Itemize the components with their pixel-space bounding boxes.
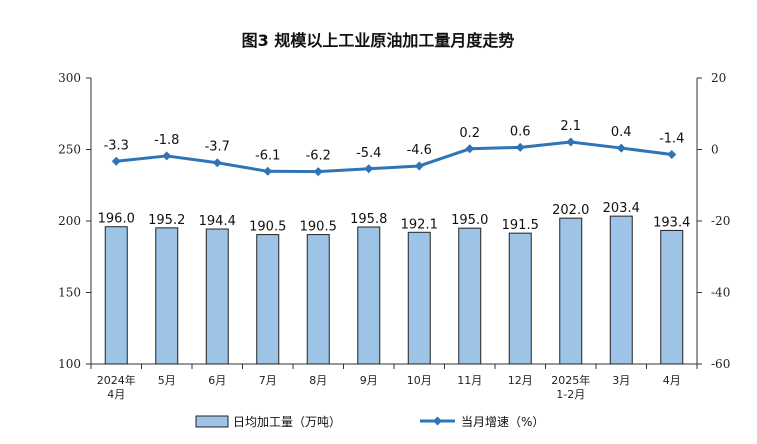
bar-data-label: 202.0 [552,203,589,218]
growth-line [116,140,672,174]
legend-bar-label: 日均加工量（万吨） [233,415,341,429]
x-tick-label: 3月 [612,374,630,387]
line-point [263,166,273,176]
y-left-tick-label: 300 [58,71,81,85]
line-data-label: 0.4 [611,125,632,140]
line-data-label: -6.1 [255,148,280,163]
bar [306,234,330,365]
x-tick-label: 8月 [309,374,327,387]
y-right-tick-label: 20 [711,71,726,85]
x-tick-label: 1-2月 [556,388,585,401]
x-tick-label: 11月 [457,374,482,387]
x-tick-label: 4月 [663,374,681,387]
line-point [515,142,525,152]
x-tick-label: 5月 [158,374,176,387]
y-left-tick-label: 200 [58,214,81,228]
bar [458,227,482,365]
bar [660,229,684,365]
line-data-label: 2.1 [560,119,581,134]
bar-data-label: 192.1 [401,217,438,232]
line-point [364,164,374,174]
x-tick-label: 4月 [107,388,125,401]
bar [508,232,532,365]
line-data-label: -6.2 [306,149,331,164]
line-data-label: -1.8 [154,133,179,148]
line-point [212,158,222,168]
chart-title: 图3 规模以上工业原油加工量月度走势 [242,31,515,50]
legend: 日均加工量（万吨） 当月增速（%） [195,415,544,429]
bar [256,234,280,365]
x-tick-label: 2025年 [551,373,590,387]
line-data-label: -1.4 [659,132,684,147]
line-point [667,150,677,160]
x-tick-label: 10月 [407,374,432,387]
bar [407,231,431,365]
line-data-label: -5.4 [356,146,381,161]
bar-data-label: 190.5 [300,220,337,235]
line-series: -3.3 -1.8 -3.7 -6.1 -6.2 -5.4 -4.6 0.2 0.6 2.1 0.4… [104,119,684,177]
bar [104,226,128,365]
line-point [616,143,626,153]
bar-data-label: 195.8 [350,212,387,227]
bar-data-label: 194.4 [199,214,236,229]
x-tick-label: 2024年 [97,373,136,387]
bar-data-label: 190.5 [249,220,286,235]
bar-series: 196.0 195.2 194.4 190.5 190.5 195.8 192.1 195.0… [98,201,690,365]
y-left-tick-label: 100 [58,357,81,371]
line-data-label: -3.7 [205,140,230,155]
line-data-label: -4.6 [407,143,432,158]
bar-data-label: 191.5 [502,218,539,233]
y-left-tick-label: 150 [58,286,81,300]
line-point [465,144,475,154]
bar-data-label: 195.2 [148,213,185,228]
y-right-tick-label: 0 [711,143,719,157]
line-point [162,151,172,161]
legend-line-label: 当月增速（%） [461,415,544,429]
line-point [414,161,424,171]
y-right-tick-label: -40 [711,286,730,300]
line-point [566,137,576,147]
line-point [111,156,121,166]
legend-bar-swatch [195,415,229,428]
bar-data-label: 203.4 [603,201,640,216]
bar [155,227,179,365]
bar [205,228,229,365]
y-left-tick-label: 250 [58,143,81,157]
bar [357,226,381,365]
bar-data-label: 193.4 [653,215,690,230]
bar-data-label: 195.0 [451,213,488,228]
line-point [313,167,323,177]
y-right-tick-label: -60 [711,357,730,371]
bar [609,215,633,365]
x-tick-label: 7月 [259,374,277,387]
x-tick-label: 12月 [508,374,533,387]
line-data-label: -3.3 [104,138,129,153]
bar [559,217,583,365]
x-tick-label: 9月 [360,374,378,387]
y-right-tick-label: -20 [711,214,730,228]
line-data-label: 0.2 [459,126,480,141]
legend-line-marker [433,416,442,426]
bar-data-label: 196.0 [98,212,135,227]
line-data-label: 0.6 [510,124,531,139]
axes: 100 150 200 250 300 -60 -40 -20 0 20 [58,71,730,371]
x-tick-label: 6月 [208,374,226,387]
